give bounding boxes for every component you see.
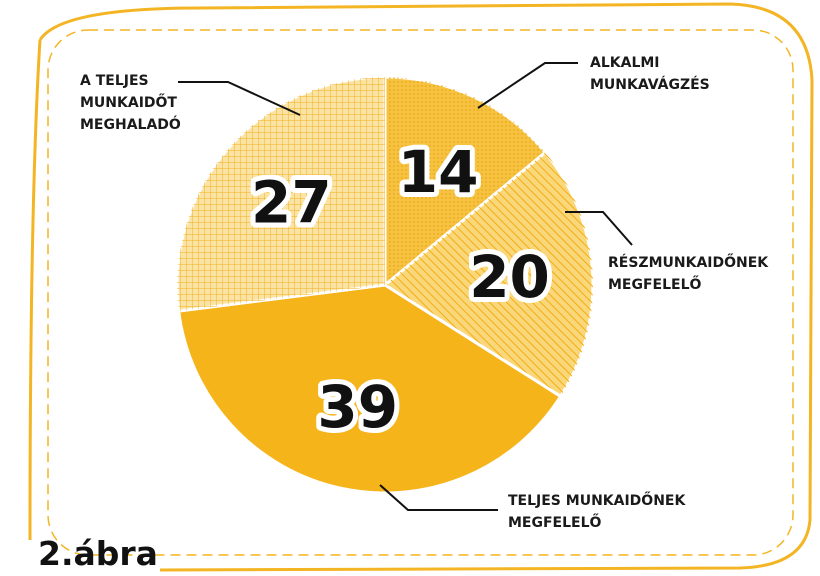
frame	[28, 39, 42, 541]
category-label: RÉSZMUNKAIDŐNEK MEGFELELŐ	[608, 255, 769, 293]
value-label: 20	[469, 243, 550, 311]
value-label: 27	[251, 168, 332, 236]
category-label: A TELJES MUNKAIDŐT MEGHALADÓ	[80, 73, 181, 133]
caption: 2.ábra	[38, 534, 158, 573]
dashed-frame	[47, 29, 794, 556]
value-label: 14	[398, 138, 479, 206]
category-label: TELJES MUNKAIDŐNEK MEGFELELŐ	[508, 493, 686, 531]
value-label: 39	[317, 373, 398, 441]
leaders	[178, 62, 633, 511]
frame	[38, 2, 814, 572]
category-label: ALKALMI MUNKAVÁGZÉS	[590, 55, 710, 93]
